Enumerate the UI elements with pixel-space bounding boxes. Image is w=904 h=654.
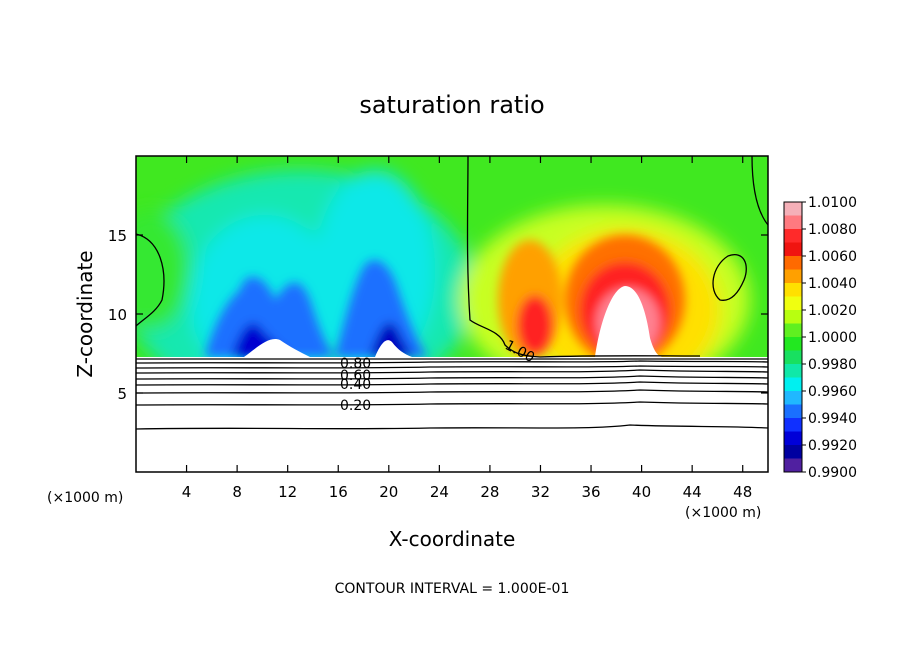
colorbar-swatch	[784, 256, 802, 270]
blue-plume-west	[205, 276, 335, 357]
colorbar-swatch	[784, 404, 802, 419]
colorbar-swatch	[784, 269, 802, 284]
colorbar-labels: 1.0100 1.0080 1.0060 1.0040 1.0020 1.0000 0.99…	[802, 195, 857, 481]
red-plume-left	[517, 295, 553, 355]
colorbar-swatch	[784, 377, 802, 392]
x-tick-label: 4	[182, 483, 192, 501]
colorbar-swatch	[784, 458, 802, 473]
contour-line-2	[135, 401, 769, 406]
colorbar-swatch	[784, 364, 802, 378]
blue-plume-east	[335, 260, 428, 357]
white-notch-right	[375, 340, 412, 357]
y-axis-label: Z-coordinate	[73, 250, 97, 377]
colorbar-swatch	[784, 310, 802, 324]
y-tick-marks	[136, 234, 768, 394]
x-tick-marks	[185, 156, 744, 472]
colorbar-label: 0.9980	[808, 357, 857, 373]
x-tick-label: 48	[733, 483, 752, 501]
x-tick-label: 36	[581, 483, 600, 501]
colorbar-swatches	[784, 202, 802, 473]
y-axis: 5 10 15 Z-coordinate	[73, 227, 768, 403]
colorbar-label: 1.0000	[808, 330, 857, 346]
colorbar-label: 1.0020	[808, 303, 857, 319]
x-unit-left: (×1000 m)	[47, 490, 123, 506]
contour-1-00-left-edge	[135, 233, 165, 327]
saturation-field: 0.80 0.60 0.40 0.20 1.00	[135, 155, 769, 473]
contour-1-00-closed	[712, 254, 747, 301]
colorbar-swatch	[784, 323, 802, 338]
x-tick-label: 28	[480, 483, 499, 501]
x-tick-label: 32	[531, 483, 550, 501]
contour-line-4	[135, 381, 769, 386]
colorbar-label: 0.9940	[808, 411, 857, 427]
x-tick-label: 8	[232, 483, 242, 501]
colorbar-label: 0.9960	[808, 384, 857, 400]
saturated-white-region	[595, 286, 662, 357]
x-tick-label: 24	[430, 483, 449, 501]
contour-1-00-right-edge	[751, 155, 769, 226]
colorbar-label: 1.0100	[808, 195, 857, 211]
contour-1-00-bottom	[539, 355, 701, 358]
x-tick-label: 44	[683, 483, 702, 501]
x-axis-label: X-coordinate	[389, 527, 516, 551]
contour-line-6	[135, 369, 769, 374]
colorbar-label: 0.9920	[808, 438, 857, 454]
colorbar-label: 1.0060	[808, 249, 857, 265]
y-tick-label: 15	[108, 227, 127, 245]
contour-1-00-main	[466, 155, 541, 358]
colorbar: 1.0100 1.0080 1.0060 1.0040 1.0020 1.0000 0.99…	[783, 195, 857, 481]
colorbar-swatch	[784, 445, 802, 459]
contour-label-060: 0.60	[340, 368, 371, 384]
contour-line-5	[135, 375, 769, 380]
contour-line-7	[135, 365, 769, 369]
contour-label-020: 0.20	[340, 398, 371, 414]
x-tick-label: 12	[278, 483, 297, 501]
white-notch-left	[244, 339, 310, 357]
y-tick-label: 5	[117, 385, 127, 403]
colorbar-swatch	[784, 215, 802, 230]
contour-line-8	[135, 360, 769, 364]
colorbar-swatch	[784, 431, 802, 446]
colorbar-swatch	[784, 391, 802, 405]
colorbar-swatch	[784, 229, 802, 243]
x-axis: 4 8 12 16 20 24 28 32 36 40 44 48 (×1000 m) (×1000 …	[47, 156, 761, 551]
contour-label-040: 0.40	[340, 377, 371, 393]
contour-lines	[135, 155, 769, 430]
x-tick-label: 16	[329, 483, 348, 501]
chart-title: saturation ratio	[359, 91, 544, 119]
colorbar-swatch	[784, 202, 802, 216]
colorbar-label: 0.9900	[808, 465, 857, 481]
contour-line-3	[135, 389, 769, 394]
colorbar-swatch	[784, 296, 802, 311]
colorbar-label: 1.0080	[808, 222, 857, 238]
x-tick-label: 20	[379, 483, 398, 501]
colorbar-swatch	[784, 418, 802, 432]
x-tick-labels: 4 8 12 16 20 24 28 32 36 40 44 48	[182, 483, 752, 501]
colorbar-swatch	[784, 350, 802, 365]
colorbar-swatch	[784, 337, 802, 351]
y-tick-labels: 5 10 15	[108, 227, 127, 403]
contour-label-080: 0.80	[340, 356, 371, 372]
x-tick-label: 40	[632, 483, 651, 501]
x-unit-right: (×1000 m)	[685, 505, 761, 521]
contour-interval-note: CONTOUR INTERVAL = 1.000E-01	[335, 581, 570, 597]
contour-line-1	[135, 424, 769, 430]
y-tick-label: 10	[108, 306, 127, 324]
colorbar-swatch	[784, 242, 802, 257]
colorbar-swatch	[784, 283, 802, 297]
colorbar-label: 1.0040	[808, 276, 857, 292]
